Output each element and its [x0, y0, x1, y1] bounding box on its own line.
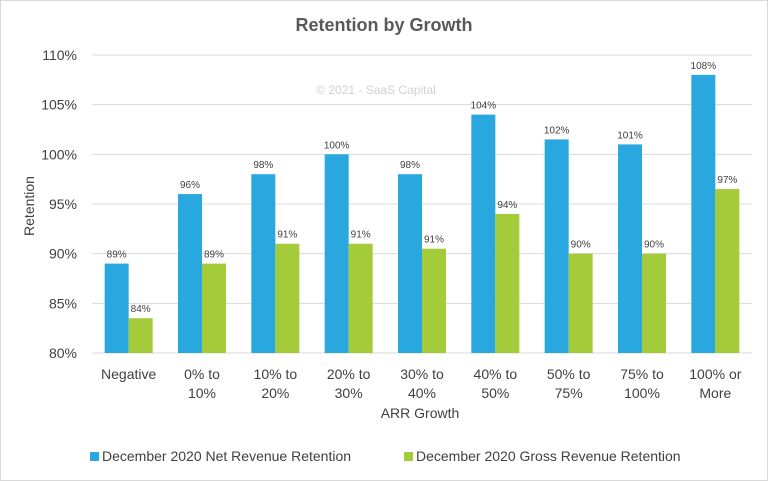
- y-tick-label: 100%: [41, 146, 77, 162]
- data-label: 97%: [717, 175, 737, 186]
- chart-title: Retention by Growth: [296, 15, 473, 35]
- data-label: 94%: [497, 200, 517, 211]
- data-label: 108%: [691, 61, 717, 72]
- y-tick-label: 90%: [49, 246, 77, 262]
- x-tick-label: 75% to: [620, 366, 664, 382]
- net-retention-bar: [471, 114, 496, 353]
- gross-retention-bar: [568, 253, 593, 353]
- y-tick-label: 80%: [49, 345, 77, 361]
- net-retention-bar: [178, 194, 202, 353]
- bars: [104, 74, 740, 353]
- gross-retention-bar: [495, 213, 520, 353]
- net-retention-bar: [544, 139, 569, 353]
- x-tick-label: 100% or: [689, 366, 741, 382]
- x-axis-ticks: Negative 0% to 10% 10% to 20% 20% to 30% 30% to…: [101, 366, 742, 401]
- y-tick-label: 105%: [41, 97, 77, 113]
- x-tick-label: 40%: [408, 385, 436, 401]
- legend-label: December 2020 Gross Revenue Retention: [416, 448, 681, 464]
- gross-retention-bar: [715, 189, 740, 353]
- x-tick-label: 20% to: [327, 366, 371, 382]
- y-tick-label: 95%: [49, 196, 77, 212]
- y-tick-label: 85%: [49, 295, 77, 311]
- data-label: 90%: [644, 240, 664, 251]
- x-tick-label: 30%: [335, 385, 363, 401]
- legend: December 2020 Net Revenue Retention Decem…: [90, 448, 681, 464]
- x-tick-label: 50%: [481, 385, 509, 401]
- data-label: 96%: [180, 180, 200, 191]
- x-tick-label: Negative: [101, 366, 156, 382]
- x-tick-label: 10%: [188, 385, 216, 401]
- x-tick-label: More: [699, 385, 731, 401]
- x-tick-label: 75%: [555, 385, 583, 401]
- x-axis-label: ARR Growth: [381, 405, 460, 421]
- net-retention-bar: [104, 263, 129, 353]
- y-axis-ticks: 80% 85% 90% 95% 100% 105% 110%: [41, 47, 77, 361]
- data-label: 89%: [107, 250, 127, 261]
- data-label: 91%: [424, 235, 444, 246]
- data-label: 102%: [544, 125, 570, 136]
- watermark: © 2021 - SaaS Capital: [316, 83, 436, 97]
- x-tick-label: 100%: [624, 385, 660, 401]
- x-tick-label: 20%: [261, 385, 289, 401]
- y-axis-label: Retention: [21, 176, 37, 236]
- net-retention-bar: [324, 154, 349, 353]
- gross-retention-bar: [202, 263, 226, 353]
- gross-retention-bar: [642, 253, 666, 353]
- data-label: 101%: [617, 130, 643, 141]
- x-tick-label: 30% to: [400, 366, 444, 382]
- data-label: 90%: [571, 240, 591, 251]
- data-label: 91%: [351, 230, 371, 241]
- gross-retention-bar: [275, 243, 300, 353]
- legend-label: December 2020 Net Revenue Retention: [102, 448, 351, 464]
- data-label: 100%: [324, 140, 350, 151]
- gross-retention-bar: [348, 243, 373, 353]
- x-tick-label: 0% to: [184, 366, 220, 382]
- data-label: 84%: [131, 304, 151, 315]
- data-label: 104%: [471, 101, 497, 112]
- data-label: 89%: [204, 250, 224, 261]
- x-tick-label: 50% to: [547, 366, 591, 382]
- net-retention-bar: [251, 174, 276, 353]
- legend-swatch: [90, 452, 99, 461]
- net-retention-bar: [398, 174, 422, 353]
- net-retention-bar: [691, 74, 716, 353]
- data-labels: 89% 84% 96% 89% 98% 91% 100% 91% 98% 91% 104% 94% 10…: [107, 61, 738, 315]
- net-retention-bar: [618, 144, 642, 353]
- y-tick-label: 110%: [42, 47, 77, 63]
- data-label: 98%: [253, 160, 273, 171]
- gross-retention-bar: [422, 248, 446, 353]
- x-tick-label: 40% to: [474, 366, 518, 382]
- gross-retention-bar: [128, 318, 153, 353]
- data-label: 91%: [277, 230, 297, 241]
- legend-swatch: [404, 452, 413, 461]
- x-tick-label: 10% to: [254, 366, 298, 382]
- data-label: 98%: [400, 160, 420, 171]
